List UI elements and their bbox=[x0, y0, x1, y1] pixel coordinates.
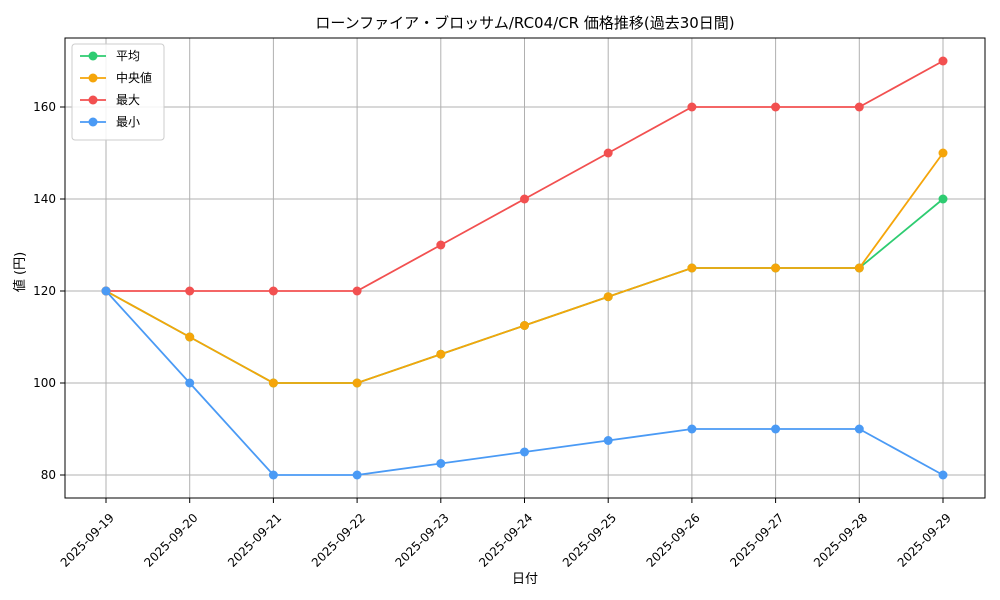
data-point bbox=[352, 470, 362, 480]
legend-item: 最小 bbox=[80, 115, 140, 129]
x-tick-label: 2025-09-21 bbox=[225, 511, 284, 570]
data-point bbox=[854, 424, 864, 434]
data-point bbox=[938, 56, 948, 66]
data-point bbox=[268, 470, 278, 480]
x-tick-label: 2025-09-28 bbox=[811, 511, 870, 570]
data-point bbox=[185, 378, 195, 388]
data-point bbox=[603, 436, 613, 445]
x-tick-label: 2025-09-25 bbox=[560, 511, 619, 570]
y-axis-label: 値 (円) bbox=[12, 252, 28, 292]
x-tick-label: 2025-09-22 bbox=[309, 511, 368, 570]
legend-label: 平均 bbox=[116, 49, 140, 63]
chart-title: ローンファイア・ブロッサム/RC04/CR 価格推移(過去30日間) bbox=[315, 14, 734, 32]
legend-marker bbox=[88, 51, 98, 61]
data-point bbox=[268, 286, 278, 296]
data-point bbox=[687, 102, 697, 112]
data-point bbox=[603, 148, 613, 158]
legend-item: 中央値 bbox=[80, 70, 152, 85]
data-point bbox=[938, 148, 948, 158]
data-point bbox=[101, 286, 111, 296]
legend-label: 最大 bbox=[116, 93, 140, 107]
data-point bbox=[436, 459, 446, 468]
legend-box bbox=[71, 43, 165, 141]
data-point bbox=[854, 263, 864, 273]
data-point bbox=[520, 447, 529, 457]
x-tick-label: 2025-09-27 bbox=[727, 511, 786, 570]
y-tick-label: 160 bbox=[33, 100, 56, 114]
x-tick-label: 2025-09-24 bbox=[476, 511, 535, 570]
data-point bbox=[436, 240, 446, 250]
series-1 bbox=[101, 148, 948, 388]
legend-label: 中央値 bbox=[116, 70, 152, 85]
data-point bbox=[268, 378, 278, 388]
data-point bbox=[603, 292, 613, 302]
data-point bbox=[938, 194, 948, 204]
y-tick-label: 80 bbox=[41, 468, 56, 482]
legend-item: 最大 bbox=[80, 93, 140, 107]
data-point bbox=[771, 102, 781, 112]
data-point bbox=[771, 424, 781, 434]
x-axis-label: 日付 bbox=[512, 572, 538, 587]
legend-item: 平均 bbox=[80, 49, 140, 63]
data-point bbox=[520, 321, 529, 330]
legend-label: 最小 bbox=[116, 115, 140, 129]
x-tick-label: 2025-09-19 bbox=[58, 511, 117, 570]
x-tick-label: 2025-09-26 bbox=[644, 511, 703, 570]
data-point bbox=[520, 194, 529, 204]
legend-marker bbox=[88, 73, 98, 83]
data-point bbox=[185, 332, 195, 342]
series-lines bbox=[101, 56, 948, 480]
y-tick-label: 140 bbox=[33, 192, 56, 206]
data-point bbox=[352, 378, 362, 388]
series-3 bbox=[101, 286, 948, 480]
x-tick-label: 2025-09-23 bbox=[393, 511, 452, 570]
data-point bbox=[436, 349, 446, 359]
data-point bbox=[854, 102, 864, 112]
data-point bbox=[938, 470, 948, 480]
data-point bbox=[352, 286, 362, 296]
x-tick-label: 2025-09-29 bbox=[895, 511, 954, 570]
legend-marker bbox=[88, 95, 98, 105]
data-point bbox=[185, 286, 195, 296]
y-tick-label: 120 bbox=[33, 284, 56, 298]
x-tick-label: 2025-09-20 bbox=[141, 511, 200, 570]
axes: 2025-09-19 2025-09-20 2025-09-21 2025-09-22… bbox=[33, 37, 986, 570]
data-point bbox=[687, 424, 697, 434]
data-point bbox=[687, 263, 697, 273]
legend-marker bbox=[88, 117, 98, 127]
data-point bbox=[771, 263, 781, 273]
y-tick-label: 100 bbox=[33, 376, 56, 390]
plot-frame bbox=[64, 37, 986, 499]
